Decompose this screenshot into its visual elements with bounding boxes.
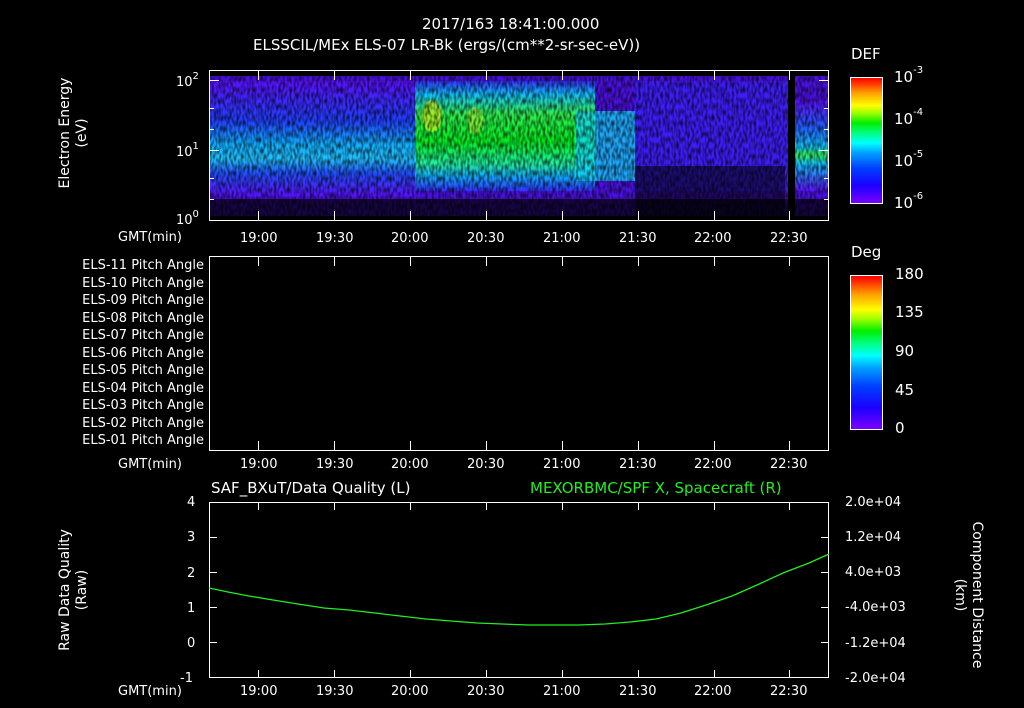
pitch-angle-label: ELS-03 Pitch Angle <box>82 398 204 413</box>
right-ytick: 4.0e+03 <box>845 565 902 580</box>
deg-colorbar-title: Deg <box>851 243 882 261</box>
right-ytick: -2.0e+04 <box>845 671 906 686</box>
xtick: 21:30 <box>619 231 657 246</box>
pitch-angle-label: ELS-05 Pitch Angle <box>82 363 204 378</box>
pitch-angle-label: ELS-09 Pitch Angle <box>82 293 204 308</box>
def-colorbar <box>850 77 883 204</box>
panel1-yunit-text: (eV) <box>74 118 90 148</box>
pitch-angle-label: ELS-01 Pitch Angle <box>82 433 204 448</box>
xtick: 19:00 <box>240 684 278 699</box>
right-ytick: 2.0e+04 <box>845 495 902 510</box>
panel1-ytick-10: 101 <box>176 141 199 160</box>
xtick: 21:00 <box>543 231 581 246</box>
spacecraft-x-line <box>209 553 829 626</box>
def-tick: 10-6 <box>894 191 924 212</box>
xtick: 22:30 <box>770 231 808 246</box>
panel3-xlabel: GMT(min) <box>118 684 182 699</box>
panel3-left-ylabel-text: Raw Data Quality <box>57 529 73 651</box>
panel2-axis-ticks <box>258 256 790 451</box>
xtick: 19:00 <box>240 231 278 246</box>
panel3-left-title: SAF_BXuT/Data Quality (L) <box>211 479 411 497</box>
xtick: 20:00 <box>391 457 429 472</box>
deg-tick: 0 <box>895 419 905 437</box>
panel3-left-ylabel: Raw Data Quality (Raw) <box>57 515 91 665</box>
panel3-right-yunit-text: (km) <box>952 578 968 612</box>
pitch-angle-label: ELS-08 Pitch Angle <box>82 310 204 326</box>
pitch-angle-label: ELS-07 Pitch Angle <box>82 328 204 343</box>
def-colorbar-title: DEF <box>851 45 881 63</box>
panel1-ylabel-text: Electron Energy <box>57 77 73 189</box>
pitch-angle-label: ELS-11 Pitch Angle <box>82 258 204 273</box>
xtick: 22:00 <box>694 457 732 472</box>
spectrogram-image <box>210 71 828 220</box>
left-ytick: -1 <box>180 671 193 686</box>
xtick: 21:30 <box>619 684 657 699</box>
left-ytick: 4 <box>187 495 196 510</box>
xtick: 20:30 <box>467 684 505 699</box>
xtick: 20:00 <box>391 231 429 246</box>
panel3-right-ylabel: Component Distance (km) <box>951 515 985 675</box>
xtick: 21:00 <box>543 684 581 699</box>
right-ytick: -1.2e+04 <box>845 636 906 651</box>
data-quality-line-plot[interactable] <box>209 502 829 678</box>
energy-spectrogram[interactable] <box>209 70 829 221</box>
xtick: 19:30 <box>316 684 354 699</box>
left-ytick: 3 <box>187 530 196 545</box>
pitch-angle-plot[interactable] <box>209 256 829 451</box>
panel1-ytick-1: 100 <box>176 209 199 228</box>
deg-colorbar <box>850 275 883 430</box>
left-ytick: 2 <box>187 566 196 581</box>
deg-tick: 90 <box>895 342 915 360</box>
xtick: 19:30 <box>316 457 354 472</box>
xtick: 21:00 <box>543 457 581 472</box>
right-ytick: -4.0e+03 <box>845 600 906 615</box>
pitch-angle-labels: ELS-11 Pitch Angle ELS-10 Pitch Angle EL… <box>40 258 204 448</box>
xtick: 22:30 <box>770 684 808 699</box>
pitch-angle-label: ELS-04 Pitch Angle <box>82 380 204 396</box>
xtick: 21:30 <box>619 457 657 472</box>
right-ytick: 1.2e+04 <box>845 530 902 545</box>
pitch-angle-label: ELS-10 Pitch Angle <box>82 275 204 291</box>
panel3-left-yunit-text: (Raw) <box>74 569 90 611</box>
pitch-angle-label: ELS-06 Pitch Angle <box>82 345 204 361</box>
left-ytick: 0 <box>187 636 196 651</box>
xtick: 22:30 <box>770 457 808 472</box>
xtick: 20:00 <box>391 684 429 699</box>
panel3-axis-ticks <box>209 502 829 678</box>
xtick: 19:30 <box>316 231 354 246</box>
xtick: 20:30 <box>467 231 505 246</box>
panel3-right-title: MEXORBMC/SPF X, Spacecraft (R) <box>530 479 782 497</box>
plot-timestamp: 2017/163 18:41:00.000 <box>422 15 600 33</box>
panel1-axis-ticks <box>209 70 829 221</box>
deg-tick: 45 <box>895 381 915 399</box>
panel3-right-ylabel-text: Component Distance <box>969 521 985 669</box>
def-tick: 10-3 <box>894 65 924 86</box>
panel2-xlabel: GMT(min) <box>118 457 182 472</box>
panel1-xlabel: GMT(min) <box>118 230 182 245</box>
def-tick: 10-5 <box>894 149 924 170</box>
xtick: 22:00 <box>694 684 732 699</box>
xtick: 22:00 <box>694 231 732 246</box>
panel1-ytick-100: 102 <box>176 71 199 90</box>
pitch-angle-label: ELS-02 Pitch Angle <box>82 415 204 431</box>
deg-tick: 135 <box>895 303 924 321</box>
left-ytick: 1 <box>187 601 196 616</box>
def-tick: 10-4 <box>894 107 924 128</box>
xtick: 19:00 <box>240 457 278 472</box>
plot-title: ELSSCIL/MEx ELS-07 LR-Bk (ergs/(cm**2-sr… <box>253 36 641 54</box>
xtick: 20:30 <box>467 457 505 472</box>
deg-tick: 180 <box>895 265 924 283</box>
panel1-ylabel: Electron Energy (eV) <box>57 58 91 208</box>
